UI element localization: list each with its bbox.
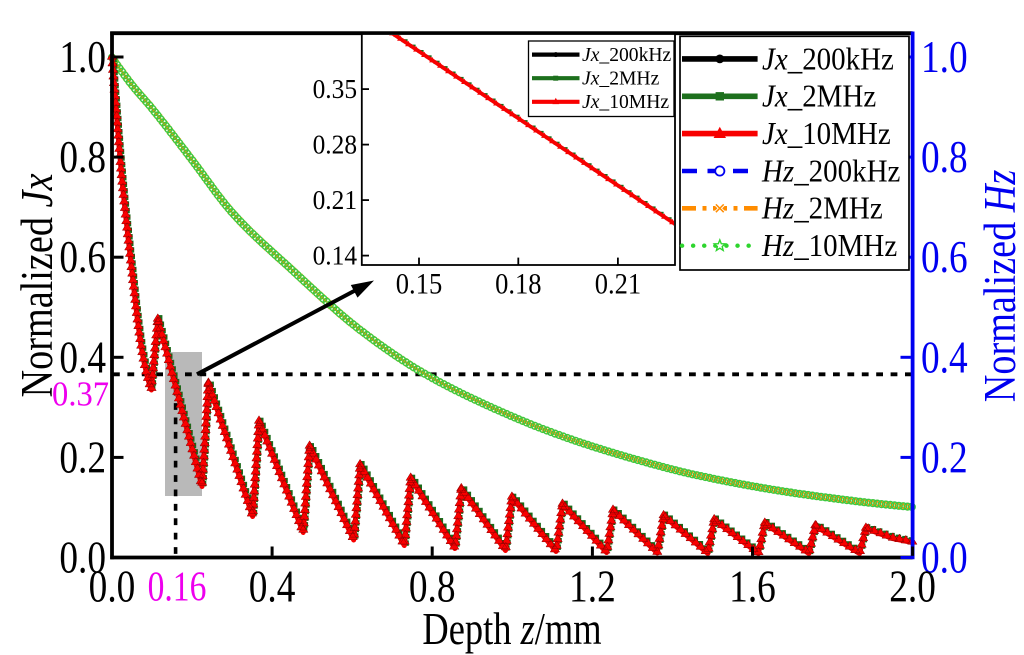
- svg-text:1.2: 1.2: [569, 561, 616, 611]
- svg-text:0.2: 0.2: [59, 432, 106, 482]
- svg-text:Normalized Hz: Normalized Hz: [976, 170, 1024, 403]
- svg-text:1.0: 1.0: [921, 32, 968, 82]
- svg-text:0.37: 0.37: [52, 375, 109, 413]
- svg-text:Jx_200kHz: Jx_200kHz: [582, 45, 672, 66]
- svg-text:Jx_2MHz: Jx_2MHz: [582, 69, 660, 90]
- svg-text:0.0: 0.0: [921, 532, 968, 582]
- svg-text:0.18: 0.18: [495, 268, 541, 301]
- svg-text:Jx_2MHz: Jx_2MHz: [762, 79, 876, 114]
- svg-text:0.15: 0.15: [396, 268, 442, 301]
- svg-text:Hz_10MHz: Hz_10MHz: [761, 228, 897, 263]
- svg-text:0.21: 0.21: [595, 268, 641, 301]
- svg-text:Jx_200kHz: Jx_200kHz: [762, 41, 894, 76]
- svg-text:0.8: 0.8: [409, 561, 456, 611]
- svg-text:0.6: 0.6: [921, 232, 968, 282]
- svg-text:Hz_2MHz: Hz_2MHz: [761, 191, 883, 226]
- svg-text:0.6: 0.6: [59, 232, 106, 282]
- svg-text:1.6: 1.6: [729, 561, 776, 611]
- svg-text:0.16: 0.16: [148, 564, 207, 610]
- svg-text:0.21: 0.21: [313, 185, 357, 215]
- svg-text:0.4: 0.4: [59, 332, 106, 382]
- svg-text:Depth z/mm: Depth z/mm: [422, 604, 601, 653]
- svg-text:0.4: 0.4: [249, 561, 296, 611]
- svg-text:Jx_10MHz: Jx_10MHz: [762, 116, 891, 151]
- svg-text:0.0: 0.0: [59, 532, 106, 582]
- svg-text:Hz_200kHz: Hz_200kHz: [761, 153, 900, 188]
- svg-text:0.28: 0.28: [313, 130, 357, 160]
- svg-text:Jx_10MHz: Jx_10MHz: [582, 92, 669, 113]
- svg-text:0.4: 0.4: [921, 332, 968, 382]
- svg-text:1.0: 1.0: [59, 32, 106, 82]
- svg-text:0.14: 0.14: [313, 241, 357, 271]
- svg-text:0.8: 0.8: [59, 132, 106, 182]
- svg-text:0.0: 0.0: [89, 561, 136, 611]
- svg-text:0.35: 0.35: [313, 74, 357, 104]
- svg-text:2.0: 2.0: [889, 561, 936, 611]
- svg-text:0.8: 0.8: [921, 132, 968, 182]
- svg-text:Normalized Jx: Normalized Jx: [13, 173, 63, 397]
- svg-text:0.2: 0.2: [921, 432, 968, 482]
